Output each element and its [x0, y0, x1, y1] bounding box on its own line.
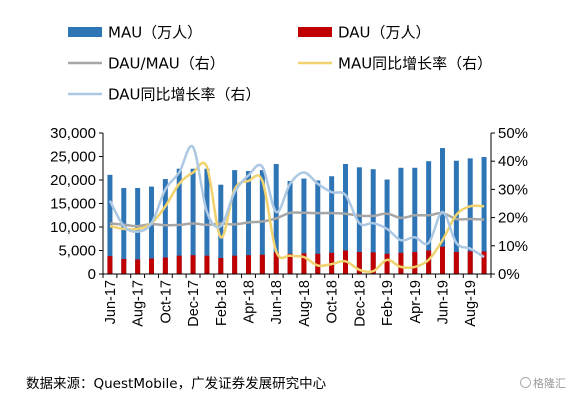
bar-dau [467, 251, 473, 274]
bar-mau [343, 164, 348, 274]
bar-dau [287, 253, 293, 274]
bar-dau [259, 254, 265, 274]
bar-mau [301, 178, 307, 274]
bar-dau [426, 250, 432, 274]
x-tick-label: Oct-17 [158, 280, 174, 324]
y-left-tick-label: 15,000 [50, 196, 96, 213]
x-tick-label: Aug-17 [131, 280, 147, 327]
x-tick-label: Dec-17 [186, 280, 202, 327]
y-left-tick-label: 5,000 [58, 243, 96, 260]
bar-dau [204, 255, 210, 274]
y-left-tick-label: 0 [88, 266, 96, 283]
watermark-logo-icon [520, 377, 531, 388]
y-left-tick-label: 10,000 [50, 219, 96, 236]
legend-label: DAU（万人） [338, 24, 431, 42]
y-right-tick-label: 10% [498, 238, 528, 255]
bar-dau [162, 257, 168, 274]
x-tick-label: Apr-18 [242, 280, 258, 324]
bar-dau [384, 253, 390, 274]
legend-label: DAU同比增长率（右） [108, 86, 261, 104]
legend-label: DAU/MAU（右） [108, 55, 225, 73]
bar-dau [107, 256, 113, 274]
bar-mau [384, 179, 390, 274]
y-right-tick-label: 30% [498, 181, 528, 198]
x-tick-label: Aug-18 [297, 280, 313, 327]
bar-dau [453, 251, 459, 274]
source-note: 数据来源：QuestMobile，广发证券发展研究中心 [26, 376, 327, 392]
bar-mau [287, 180, 293, 274]
bar-dau [246, 255, 251, 274]
watermark: 格隆汇 [520, 375, 566, 391]
bar-dau [149, 258, 154, 274]
y-right-tick-label: 0% [498, 266, 520, 283]
bar-mau [190, 168, 196, 274]
bar-mau [412, 167, 418, 274]
x-tick-label: Feb-18 [214, 280, 230, 326]
x-tick-label: Oct-18 [325, 280, 341, 324]
bar-dau [412, 251, 418, 274]
line-dau-yoy [108, 144, 485, 259]
y-left-tick-label: 30,000 [50, 125, 96, 142]
line-mau-yoy [109, 161, 485, 274]
bar-dau [232, 255, 238, 274]
x-tick-label: Jun-18 [269, 280, 285, 324]
bar-mau [162, 179, 168, 274]
line-dau-mau-ratio [109, 211, 485, 228]
bar-dau [121, 258, 127, 274]
bar-mau [315, 180, 321, 274]
bar-dau [481, 251, 487, 274]
legend-swatch [298, 27, 332, 37]
x-tick-label: Jun-19 [436, 280, 452, 324]
bar-mau [426, 161, 432, 274]
bar-dau [135, 259, 141, 274]
bar-mau [398, 167, 404, 274]
bar-dau [218, 258, 224, 274]
y-left-tick-label: 25,000 [50, 149, 96, 166]
x-tick-label: Dec-18 [352, 280, 368, 327]
bar-dau [190, 255, 196, 274]
bar-mau [218, 184, 224, 274]
bar-mau [176, 168, 182, 274]
bar-mau [370, 169, 376, 274]
bar-dau [398, 252, 404, 274]
y-right-tick-label: 20% [498, 210, 528, 227]
bar-dau [301, 253, 307, 274]
x-tick-label: Jun-17 [103, 280, 119, 324]
bar-dau [440, 246, 445, 274]
bar-dau [176, 255, 182, 274]
watermark-text: 格隆汇 [533, 377, 566, 390]
x-tick-label: Apr-19 [408, 280, 424, 324]
bar-mau [467, 158, 473, 274]
bar-mau [121, 187, 127, 274]
y-left-tick-label: 20,000 [50, 172, 96, 189]
legend-label: MAU（万人） [108, 24, 202, 42]
bar-mau [356, 167, 362, 274]
y-right-tick-label: 40% [498, 153, 528, 170]
bar-mau [232, 170, 238, 274]
bar-mau [204, 168, 210, 274]
legend-swatch [68, 27, 102, 37]
bar-dau [370, 252, 376, 274]
bar-mau [149, 186, 154, 274]
bar-mau [329, 176, 335, 274]
bar-dau [356, 251, 362, 274]
legend-label: MAU同比增长率（右） [338, 55, 492, 73]
bar-mau [453, 160, 459, 274]
bar-mau [481, 156, 487, 274]
bar-dau [273, 252, 279, 274]
y-right-tick-label: 50% [498, 125, 528, 142]
x-tick-label: Aug-19 [463, 280, 479, 327]
bar-dau [315, 253, 321, 274]
x-tick-label: Feb-19 [380, 280, 396, 326]
